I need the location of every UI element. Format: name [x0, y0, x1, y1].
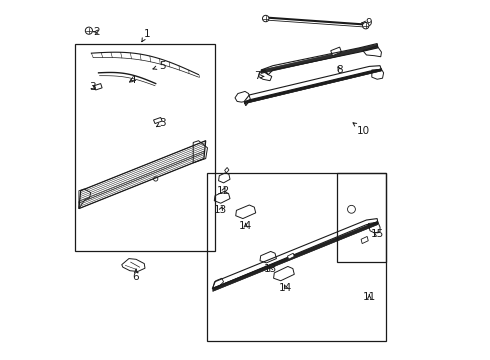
- Polygon shape: [94, 84, 102, 90]
- Polygon shape: [288, 253, 294, 259]
- Text: 7: 7: [254, 71, 264, 81]
- Text: 8: 8: [336, 65, 343, 75]
- Text: 10: 10: [353, 123, 370, 136]
- Polygon shape: [331, 47, 342, 56]
- Polygon shape: [361, 237, 368, 244]
- Text: 11: 11: [363, 292, 376, 302]
- Text: 14: 14: [279, 283, 293, 293]
- Text: 14: 14: [239, 221, 252, 231]
- Circle shape: [85, 27, 93, 34]
- Text: 9: 9: [362, 18, 371, 28]
- Text: 6: 6: [133, 269, 139, 282]
- Bar: [207, 173, 386, 341]
- Bar: [337, 173, 386, 262]
- Text: 13: 13: [264, 264, 277, 274]
- Circle shape: [347, 205, 355, 213]
- Polygon shape: [224, 167, 229, 173]
- Text: 12: 12: [217, 186, 230, 196]
- Circle shape: [263, 15, 269, 22]
- Text: 13: 13: [214, 205, 227, 215]
- Text: 5: 5: [153, 61, 166, 71]
- Text: 15: 15: [370, 229, 384, 239]
- Text: 4: 4: [129, 75, 136, 85]
- Polygon shape: [153, 117, 162, 123]
- Text: 1: 1: [142, 28, 150, 42]
- Bar: [75, 44, 215, 251]
- Circle shape: [363, 22, 369, 29]
- Text: 3: 3: [156, 118, 166, 128]
- Text: 3: 3: [89, 82, 96, 92]
- Text: 2: 2: [94, 27, 100, 37]
